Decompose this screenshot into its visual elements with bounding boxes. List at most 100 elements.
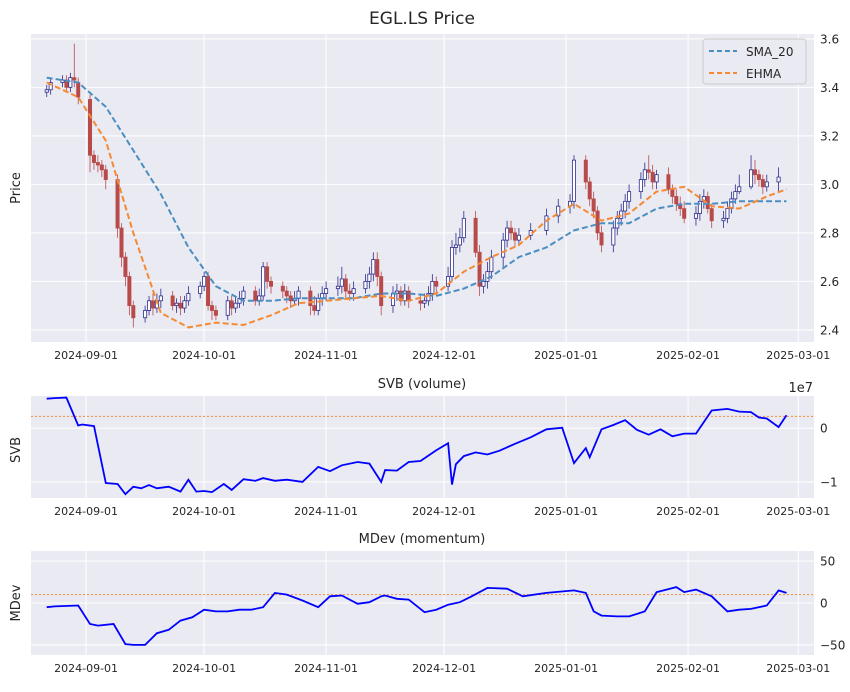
candle-body — [261, 266, 266, 297]
candle-body — [229, 300, 234, 309]
x-tick-label: 2024-12-01 — [412, 662, 476, 675]
y-tick-label: 3.0 — [820, 178, 839, 192]
candle-body — [241, 290, 246, 299]
x-tick-label: 2024-09-01 — [54, 505, 118, 518]
candle-body — [99, 164, 104, 171]
candle-body — [725, 208, 730, 219]
candle-body — [398, 290, 403, 302]
candle-body — [501, 239, 506, 258]
candle-body — [335, 285, 340, 290]
candle-body — [583, 159, 588, 183]
candle-body — [158, 295, 163, 302]
candle-body — [253, 290, 258, 302]
candle-body — [682, 208, 687, 219]
series-line — [46, 81, 787, 329]
candle-body — [512, 232, 517, 241]
y-tick-label: −50 — [820, 638, 845, 652]
candle-body — [477, 251, 482, 287]
candle-body — [123, 256, 128, 277]
candle-body — [627, 191, 632, 202]
candle-body — [489, 256, 494, 273]
candle-body — [119, 227, 124, 258]
svb-y-ticks: −1 0 — [820, 422, 838, 490]
candle-body — [453, 244, 458, 248]
candle-body — [599, 232, 604, 246]
candle-body — [375, 259, 380, 277]
candle-body — [446, 276, 451, 287]
candle-body — [371, 259, 376, 275]
candle-body — [198, 285, 203, 294]
svb-title: SVB (volume) — [378, 377, 467, 392]
svb-x-ticks: 2024-09-01 2024-10-01 2024-11-01 2024-12-01… — [54, 505, 830, 518]
x-tick-label: 2024-12-01 — [412, 349, 476, 362]
candle-body — [312, 305, 317, 311]
candle-body — [571, 159, 576, 202]
candle-body — [379, 276, 384, 307]
candle-body — [516, 234, 521, 241]
x-tick-label: 2025-03-01 — [766, 662, 830, 675]
candle-body — [339, 278, 344, 287]
candle-body — [430, 280, 435, 294]
candle-body — [654, 174, 659, 183]
candle-body — [697, 200, 702, 214]
candle-body — [225, 300, 230, 316]
candle-body — [280, 285, 285, 292]
mdev-ylabel: MDev — [9, 584, 24, 621]
candle-body — [709, 208, 714, 222]
x-tick-label: 2024-09-01 — [54, 662, 118, 675]
mdev-y-ticks: −50 0 50 — [820, 555, 845, 653]
candle-body — [233, 302, 238, 309]
candle-body — [505, 227, 510, 241]
svb-offset-label: 1e7 — [788, 381, 813, 396]
x-tick-label: 2025-03-01 — [766, 349, 830, 362]
candle-body — [674, 196, 679, 205]
candle-body — [611, 227, 616, 246]
svb-panel: −1 0 2024-09-01 2024-10-01 2024-11-01 2024-1… — [9, 377, 838, 518]
price-x-ticks: 2024-09-01 2024-10-01 2024-11-01 2024-12-01… — [54, 349, 830, 362]
candle-body — [367, 273, 372, 282]
candle-body — [473, 217, 478, 253]
mdev-title: MDev (momentum) — [359, 532, 486, 547]
candle-body — [115, 179, 120, 229]
x-tick-label: 2025-03-01 — [766, 505, 830, 518]
price-title: EGL.LS Price — [369, 9, 475, 29]
candlesticks — [44, 43, 781, 328]
y-tick-label: 2.6 — [820, 275, 839, 289]
candle-body — [642, 169, 647, 180]
candle-body — [721, 217, 726, 222]
x-tick-label: 2024-10-01 — [172, 349, 236, 362]
price-plot-area — [31, 34, 814, 342]
candle-body — [693, 213, 698, 219]
candle-body — [461, 217, 466, 239]
x-tick-label: 2024-09-01 — [54, 349, 118, 362]
candle-body — [265, 266, 270, 282]
candle-body — [103, 169, 108, 180]
candle-body — [737, 186, 742, 193]
candle-body — [343, 278, 348, 292]
y-tick-label: 2.4 — [820, 323, 839, 337]
y-tick-label: 3.2 — [820, 129, 839, 143]
x-tick-label: 2024-11-01 — [294, 505, 358, 518]
candle-body — [390, 293, 395, 307]
candle-body — [749, 169, 754, 188]
candle-body — [595, 210, 600, 234]
y-tick-label: 2.8 — [820, 226, 839, 240]
series-line — [46, 586, 787, 646]
candle-body — [186, 293, 191, 302]
candle-body — [147, 300, 152, 311]
candle-body — [178, 302, 183, 309]
candle-body — [202, 276, 207, 287]
candle-body — [666, 174, 671, 190]
price-ylabel: Price — [9, 172, 24, 204]
mdev-gridlines — [31, 551, 814, 655]
candle-body — [591, 198, 596, 212]
candle-body — [150, 300, 155, 309]
y-tick-label: 0 — [820, 597, 828, 611]
candle-body — [509, 227, 514, 234]
x-tick-label: 2024-10-01 — [172, 505, 236, 518]
svb-ylabel: SVB — [9, 437, 24, 463]
candle-body — [209, 305, 214, 311]
y-tick-label: 3.6 — [820, 32, 839, 46]
x-tick-label: 2025-02-01 — [656, 505, 720, 518]
candle-body — [76, 82, 81, 98]
